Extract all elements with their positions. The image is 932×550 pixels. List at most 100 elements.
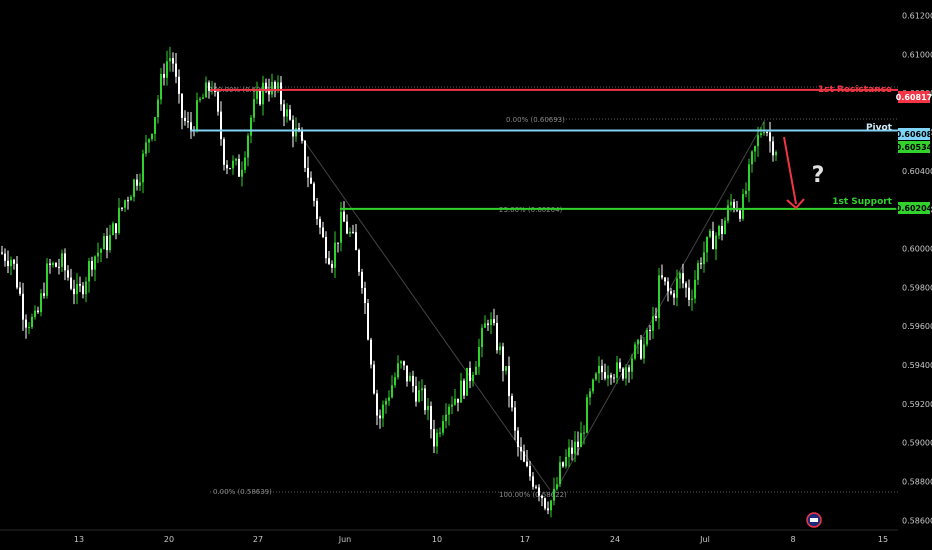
candle-body bbox=[343, 211, 345, 222]
candle-body bbox=[703, 252, 705, 265]
candle-body bbox=[256, 91, 258, 100]
fib-trend-line bbox=[299, 134, 341, 193]
candle-body bbox=[490, 319, 492, 326]
candle-body bbox=[361, 271, 363, 288]
candle-body bbox=[184, 117, 186, 122]
candle-body bbox=[766, 131, 768, 133]
candle-body bbox=[121, 207, 123, 209]
candle-body bbox=[385, 400, 387, 405]
candle-body bbox=[592, 379, 594, 392]
candle-body bbox=[466, 367, 468, 396]
candle-body bbox=[145, 142, 147, 154]
candle-body bbox=[508, 366, 510, 396]
candle-body bbox=[751, 151, 753, 165]
candle-body bbox=[85, 281, 87, 295]
price-tick-label: 0.59600 bbox=[902, 322, 932, 331]
candle-body bbox=[268, 89, 270, 95]
candle-body bbox=[322, 227, 324, 237]
candle-body bbox=[349, 231, 351, 234]
candle-body bbox=[346, 221, 348, 234]
candle-body bbox=[229, 168, 231, 170]
candle-body bbox=[601, 365, 603, 373]
candle-body bbox=[133, 179, 135, 197]
candle-body bbox=[217, 91, 219, 112]
candle-body bbox=[538, 487, 540, 496]
candle-body bbox=[535, 486, 537, 488]
candle-body bbox=[376, 393, 378, 416]
fib-label: 23.60% (0.60204) bbox=[499, 206, 563, 214]
candle-body bbox=[571, 447, 573, 454]
candle-body bbox=[91, 260, 93, 270]
candle-body bbox=[16, 263, 18, 288]
candle-body bbox=[151, 133, 153, 140]
candle-body bbox=[412, 375, 414, 386]
candle-body bbox=[670, 291, 672, 294]
candle-body bbox=[556, 484, 558, 489]
candle-body bbox=[307, 167, 309, 178]
candle-body bbox=[406, 365, 408, 382]
candle-body bbox=[277, 82, 279, 89]
price-tick-label: 0.61200 bbox=[902, 12, 932, 21]
candle-body bbox=[340, 211, 342, 243]
candle-body bbox=[187, 121, 189, 123]
candle-body bbox=[304, 140, 306, 168]
candle-body bbox=[388, 397, 390, 401]
candle-body bbox=[748, 164, 750, 191]
candle-body bbox=[445, 414, 447, 422]
candle-body bbox=[205, 82, 207, 98]
svg-text:0.60608: 0.60608 bbox=[896, 130, 932, 139]
candle-body bbox=[373, 364, 375, 394]
candle-body bbox=[709, 230, 711, 237]
candle-body bbox=[547, 508, 549, 511]
candle-body bbox=[733, 201, 735, 209]
time-tick-label: Jun bbox=[338, 535, 352, 544]
price-axis[interactable]: 0.612000.610000.608000.606000.604000.602… bbox=[902, 12, 932, 526]
candle-body bbox=[493, 319, 495, 324]
candle-body bbox=[244, 157, 246, 170]
candle-body bbox=[721, 226, 723, 234]
time-tick-label: 20 bbox=[164, 535, 174, 544]
candle-body bbox=[382, 404, 384, 419]
candle-body bbox=[43, 293, 45, 296]
candle-body bbox=[637, 339, 639, 345]
fib-label: 100.00% (0.58622) bbox=[499, 491, 567, 499]
candle-body bbox=[634, 344, 636, 359]
candle-body bbox=[238, 158, 240, 177]
candle-body bbox=[436, 432, 438, 447]
candle-body bbox=[310, 177, 312, 184]
candle-body bbox=[739, 210, 741, 219]
candle-body bbox=[730, 201, 732, 206]
candle-body bbox=[460, 380, 462, 403]
candle-body bbox=[352, 231, 354, 233]
candle-body bbox=[103, 236, 105, 250]
candle-body bbox=[577, 441, 579, 447]
candle-body bbox=[127, 200, 129, 202]
candle-body bbox=[511, 395, 513, 408]
candle-body bbox=[34, 310, 36, 317]
candle-body bbox=[595, 373, 597, 380]
candle-body bbox=[196, 100, 198, 131]
candle-body bbox=[283, 104, 285, 117]
candle-body bbox=[613, 377, 615, 379]
candle-body bbox=[502, 346, 504, 371]
time-tick-label: 10 bbox=[432, 535, 442, 544]
candle-body bbox=[22, 293, 24, 320]
candle-body bbox=[622, 368, 624, 379]
candle-body bbox=[697, 263, 699, 280]
candle-body bbox=[475, 366, 477, 375]
candle-body bbox=[757, 135, 759, 147]
candle-body bbox=[391, 385, 393, 398]
candle-body bbox=[295, 128, 297, 137]
price-tick-label: 0.59400 bbox=[902, 361, 932, 370]
candle-body bbox=[688, 287, 690, 300]
candle-body bbox=[775, 151, 777, 156]
candle-body bbox=[727, 205, 729, 221]
candle-body bbox=[496, 323, 498, 351]
candle-body bbox=[136, 179, 138, 186]
candle-body bbox=[259, 91, 261, 105]
candle-body bbox=[139, 182, 141, 186]
time-axis[interactable]: 13 20 27 Jun 10 17 24 Jul 8 15 bbox=[74, 535, 888, 544]
candle-body bbox=[631, 358, 633, 372]
